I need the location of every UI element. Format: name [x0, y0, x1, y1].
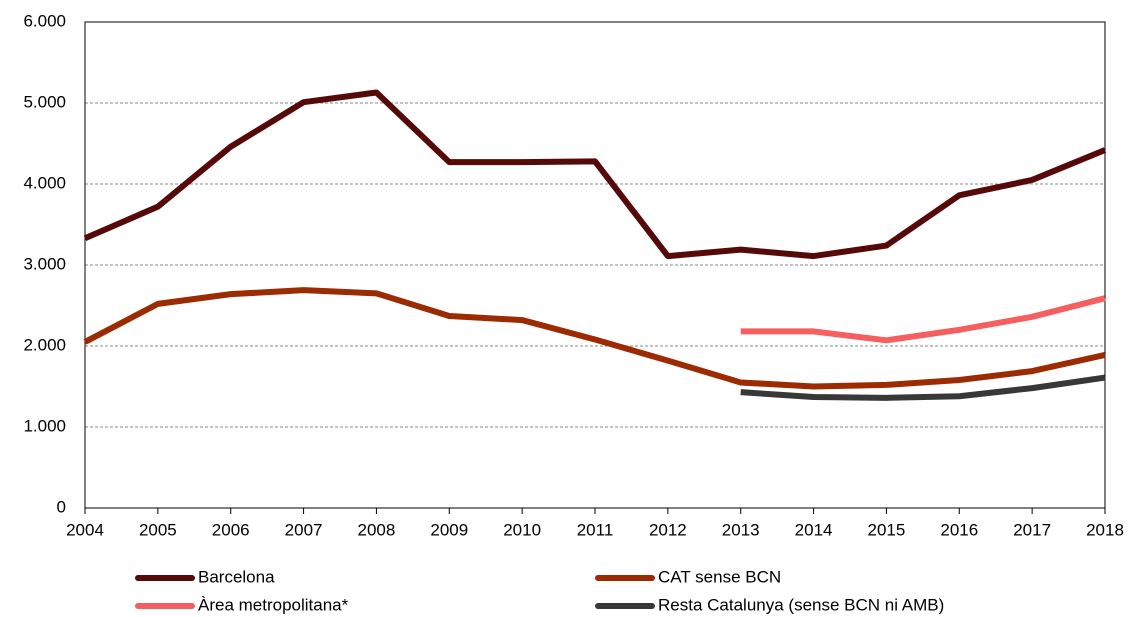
plot-frame — [84, 21, 1106, 509]
x-tick-label: 2010 — [503, 520, 541, 539]
y-tick-label: 3.000 — [23, 254, 66, 273]
y-tick-label: 0 — [57, 497, 66, 516]
x-tick-label: 2012 — [649, 520, 687, 539]
y-tick-label: 1.000 — [23, 416, 66, 435]
x-tick-label: 2008 — [358, 520, 396, 539]
line-series — [83, 287, 1106, 390]
x-tick-label: 2014 — [795, 520, 833, 539]
x-tick-label: 2016 — [940, 520, 978, 539]
line-series — [740, 374, 1106, 401]
y-tick-label: 5.000 — [23, 92, 66, 111]
x-tick-label: 2009 — [430, 520, 468, 539]
line-series — [740, 295, 1106, 344]
legend-label: CAT sense BCN — [658, 567, 781, 586]
y-tick-label: 6.000 — [23, 11, 66, 30]
x-tick-label: 2017 — [1013, 520, 1051, 539]
x-tick-label: 2005 — [139, 520, 177, 539]
x-tick-label: 2011 — [577, 520, 614, 539]
legend-label: Barcelona — [198, 567, 275, 586]
x-tick-label: 2004 — [66, 520, 104, 539]
x-tick-label: 2015 — [868, 520, 906, 539]
y-tick-label: 4.000 — [23, 173, 66, 192]
line-series — [83, 89, 1107, 260]
legend-label: Resta Catalunya (sense BCN ni AMB) — [658, 595, 944, 614]
x-tick-label: 2018 — [1086, 520, 1124, 539]
y-tick-label: 2.000 — [23, 335, 66, 354]
legend-label: Àrea metropolitana* — [198, 595, 349, 614]
x-tick-label: 2006 — [212, 520, 250, 539]
x-tick-label: 2013 — [722, 520, 760, 539]
x-tick-label: 2007 — [285, 520, 323, 539]
